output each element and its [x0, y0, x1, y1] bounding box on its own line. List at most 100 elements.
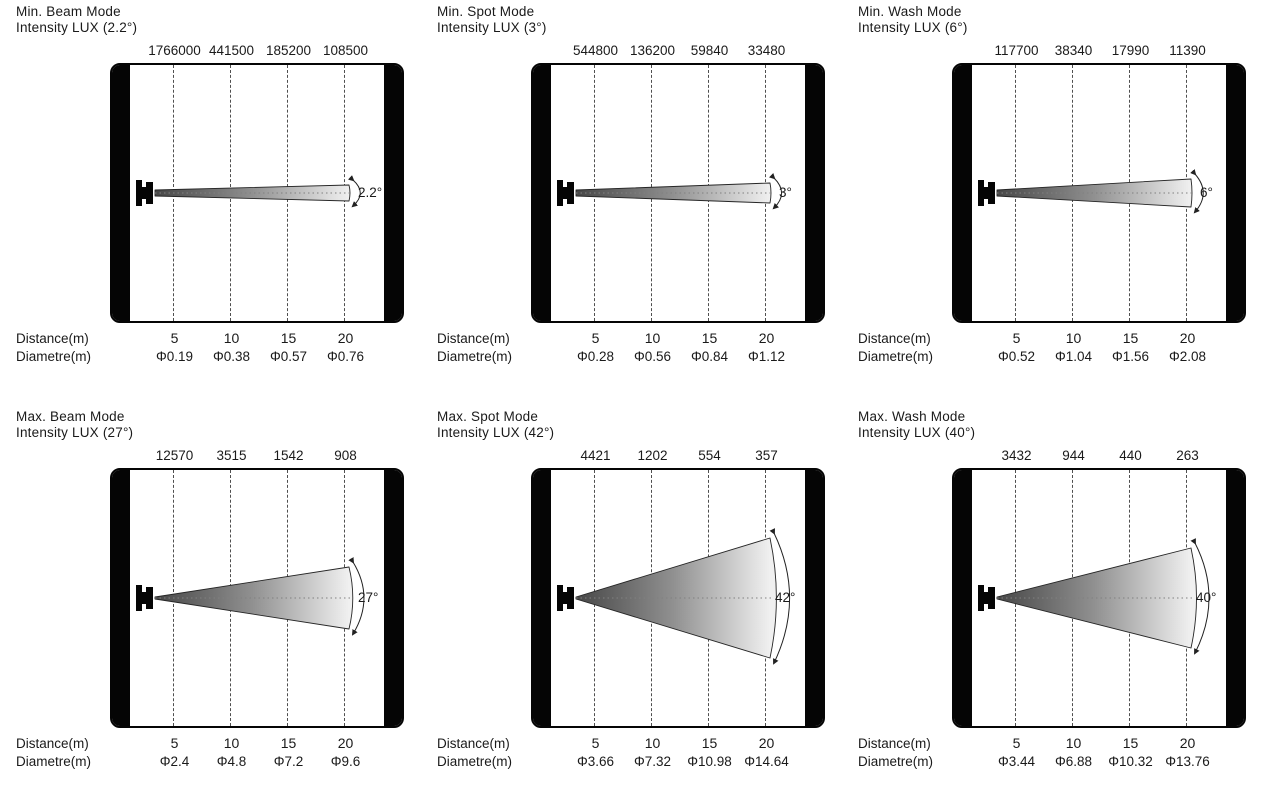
diameter-value: Φ0.57 — [269, 349, 308, 364]
panel-subtitle: Intensity LUX (3°) — [437, 20, 547, 35]
distance-row-label: Distance(m) — [16, 736, 89, 751]
beam-angle-arc — [348, 557, 365, 636]
wall-left — [954, 65, 972, 321]
diameter-value: Φ0.76 — [326, 349, 365, 364]
intensity-value: 544800 — [572, 43, 619, 58]
intensity-value: 357 — [755, 448, 778, 463]
distance-value: 5 — [591, 735, 600, 751]
wall-left — [954, 470, 972, 726]
panel-title: Min. Spot Mode — [437, 4, 535, 19]
diameter-value: Φ6.88 — [1054, 754, 1093, 769]
intensity-value: 4421 — [580, 448, 611, 463]
intensity-value: 3515 — [216, 448, 247, 463]
wall-left — [533, 470, 551, 726]
intensity-value: 185200 — [265, 43, 312, 58]
beam-panel-4: Max. Spot Mode Intensity LUX (42°) 4421 120… — [421, 405, 842, 797]
beam-cone-graphic — [557, 173, 783, 210]
wall-right — [384, 65, 402, 321]
intensity-value: 1202 — [637, 448, 668, 463]
beam-diagram-frame: 27° — [110, 468, 404, 728]
diameter-row-label: Diametre(m) — [16, 754, 92, 769]
intensity-value: 908 — [334, 448, 357, 463]
distance-value: 10 — [223, 735, 240, 751]
distance-value: 15 — [701, 735, 718, 751]
beam-angle-label: 42° — [775, 590, 796, 605]
light-fixture-icon — [557, 180, 574, 206]
diameter-value: Φ7.2 — [273, 754, 304, 769]
beam-panel-1: Min. Spot Mode Intensity LUX (3°) 544800 13… — [421, 0, 842, 392]
diameter-value: Φ0.19 — [155, 349, 194, 364]
light-fixture-icon — [136, 585, 153, 611]
diameter-value: Φ2.4 — [159, 754, 190, 769]
diameter-row-label: Diametre(m) — [858, 349, 934, 364]
diameter-value: Φ9.6 — [330, 754, 361, 769]
intensity-value: 33480 — [747, 43, 786, 58]
intensity-value: 1766000 — [148, 43, 201, 58]
diameter-row-label: Diametre(m) — [16, 349, 92, 364]
distance-value: 10 — [1065, 735, 1082, 751]
beam-angle-label: 40° — [1196, 590, 1217, 605]
diameter-value: Φ1.56 — [1111, 349, 1150, 364]
intensity-value: 17990 — [1111, 43, 1150, 58]
beam-angle-arc — [769, 173, 783, 210]
panel-title: Max. Spot Mode — [437, 409, 539, 424]
distance-value: 5 — [1012, 330, 1021, 346]
distance-value: 15 — [1122, 735, 1139, 751]
beam-angle-arc — [1190, 169, 1204, 214]
diameter-value: Φ10.98 — [687, 754, 732, 769]
diameter-value: Φ1.04 — [1054, 349, 1093, 364]
beam-angle-label: 27° — [358, 590, 379, 605]
distance-value: 20 — [337, 330, 354, 346]
distance-value: 20 — [337, 735, 354, 751]
distance-value: 20 — [1179, 735, 1196, 751]
beam-cone — [996, 178, 1193, 208]
diameter-row-label: Diametre(m) — [858, 754, 934, 769]
beam-angle-arc — [769, 528, 791, 665]
diameter-value: Φ0.84 — [690, 349, 729, 364]
distance-value: 15 — [280, 330, 297, 346]
beam-cone — [154, 566, 354, 630]
panel-title: Max. Wash Mode — [858, 409, 966, 424]
wall-right — [1226, 470, 1244, 726]
diameter-value: Φ3.66 — [576, 754, 615, 769]
intensity-value: 944 — [1062, 448, 1085, 463]
intensity-value: 554 — [698, 448, 721, 463]
intensity-value: 12570 — [155, 448, 194, 463]
panel-title: Min. Wash Mode — [858, 4, 962, 19]
light-fixture-icon — [978, 180, 995, 206]
distance-value: 10 — [644, 330, 661, 346]
intensity-value: 117700 — [994, 43, 1039, 58]
wall-left — [112, 65, 130, 321]
light-fixture-icon — [136, 180, 153, 206]
light-fixture-icon — [978, 585, 995, 611]
beam-cone-graphic — [978, 169, 1204, 214]
distance-value: 20 — [758, 735, 775, 751]
distance-row-label: Distance(m) — [858, 736, 931, 751]
wall-right — [805, 470, 823, 726]
distance-value: 5 — [170, 735, 179, 751]
beam-cone — [575, 182, 772, 204]
beam-diagram-frame: 6° — [952, 63, 1246, 323]
diameter-value: Φ1.12 — [747, 349, 786, 364]
distance-value: 10 — [644, 735, 661, 751]
diameter-value: Φ14.64 — [744, 754, 789, 769]
beam-diagram-frame: 40° — [952, 468, 1246, 728]
wall-left — [112, 470, 130, 726]
diameter-value: Φ0.28 — [576, 349, 615, 364]
beam-angle-label: 6° — [1200, 185, 1213, 200]
diameter-row-label: Diametre(m) — [437, 754, 513, 769]
intensity-value: 108500 — [322, 43, 369, 58]
beam-angle-label: 3° — [779, 185, 792, 200]
diameter-value: Φ3.44 — [997, 754, 1036, 769]
panel-subtitle: Intensity LUX (6°) — [858, 20, 968, 35]
diameter-value: Φ0.56 — [633, 349, 672, 364]
panel-subtitle: Intensity LUX (27°) — [16, 425, 134, 440]
distance-value: 20 — [758, 330, 775, 346]
beam-cone-graphic — [136, 175, 361, 208]
distance-value: 20 — [1179, 330, 1196, 346]
distance-value: 15 — [701, 330, 718, 346]
diameter-value: Φ0.38 — [212, 349, 251, 364]
beam-diagram-frame: 2.2° — [110, 63, 404, 323]
intensity-value: 38340 — [1054, 43, 1093, 58]
